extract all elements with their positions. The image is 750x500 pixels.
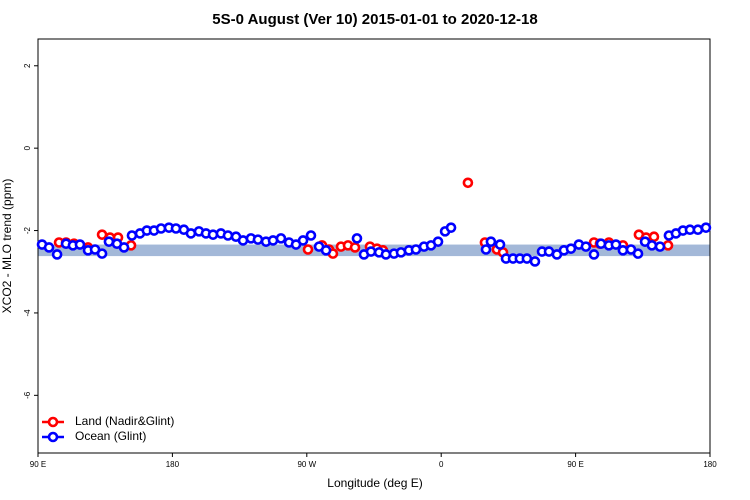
point: [380, 249, 392, 260]
point: [662, 240, 674, 251]
y-axis-label: XCO2 - MLO trend (ppm): [0, 179, 14, 314]
point: [480, 244, 492, 255]
y-tick-label: -6: [23, 391, 32, 399]
point: [305, 230, 317, 241]
point: [654, 241, 666, 252]
legend-marker: [47, 416, 59, 428]
point: [565, 243, 577, 254]
legend-label: Land (Nadir&Glint): [75, 414, 174, 428]
point: [275, 233, 287, 244]
point: [462, 177, 474, 189]
point: [648, 231, 660, 243]
point: [432, 236, 444, 247]
point: [118, 242, 130, 253]
point: [351, 233, 363, 244]
x-tick-label: 90 W: [297, 460, 316, 469]
y-tick-label: 2: [23, 63, 32, 68]
point: [588, 249, 600, 260]
y-tick-label: 0: [23, 145, 32, 150]
point: [365, 246, 377, 257]
point: [580, 241, 592, 252]
x-tick-label: 90 E: [30, 460, 46, 469]
chart-title: 5S-0 August (Ver 10) 2015-01-01 to 2020-…: [212, 11, 537, 28]
point: [74, 239, 86, 250]
point: [51, 249, 63, 260]
legend-label: Ocean (Glint): [75, 429, 146, 443]
x-tick-label: 180: [166, 460, 180, 469]
x-tick-label: 0: [439, 460, 444, 469]
y-tick-label: -4: [23, 309, 32, 317]
point: [320, 245, 332, 256]
point: [103, 236, 115, 247]
point: [252, 234, 264, 245]
point: [445, 222, 457, 233]
point: [96, 248, 108, 259]
point: [617, 245, 629, 256]
point: [700, 222, 712, 233]
point: [529, 256, 541, 267]
y-tick-label: -2: [23, 226, 32, 234]
point: [610, 239, 622, 250]
point: [297, 235, 309, 246]
legend-marker: [47, 431, 59, 443]
point: [349, 242, 361, 253]
x-tick-label: 180: [703, 460, 717, 469]
point: [222, 230, 234, 241]
x-axis-label: Longitude (deg E): [327, 476, 422, 490]
point: [485, 236, 497, 247]
point: [692, 224, 704, 236]
point: [126, 230, 138, 241]
point: [43, 242, 55, 253]
point: [494, 239, 506, 250]
point: [185, 228, 197, 239]
x-tick-label: 90 E: [567, 460, 583, 469]
point: [632, 248, 644, 259]
point: [302, 244, 314, 255]
point: [646, 240, 658, 251]
